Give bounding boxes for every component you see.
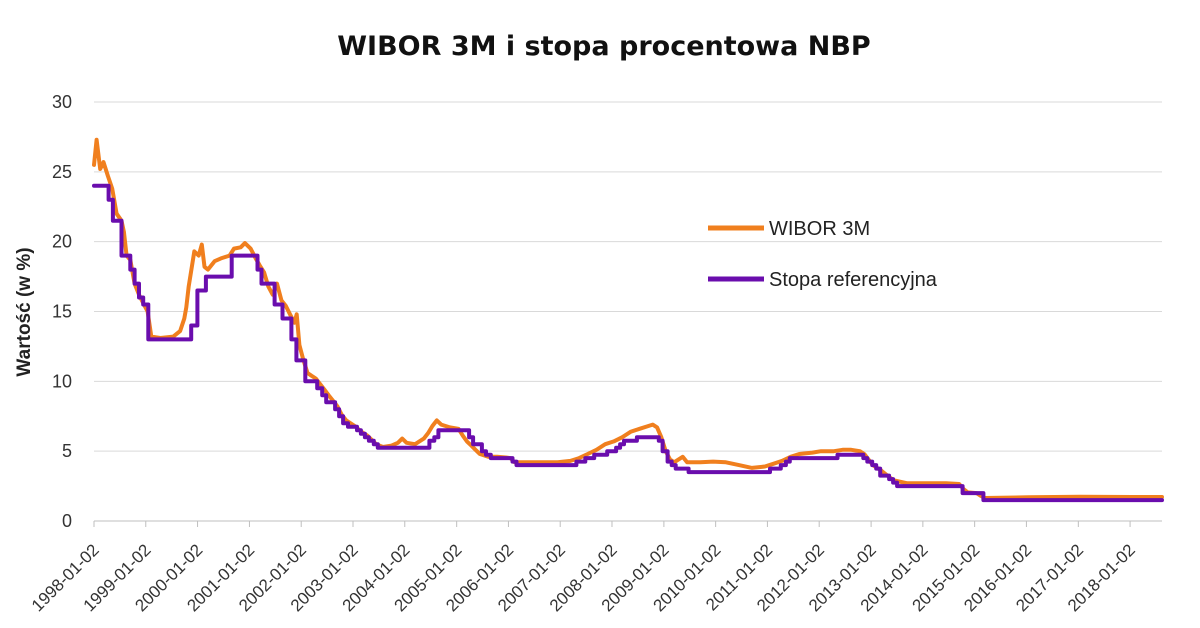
y-tick-label: 30	[52, 92, 72, 112]
y-tick-label: 15	[52, 302, 72, 322]
series-line-2	[92, 183, 1164, 503]
legend: WIBOR 3M Stopa referencyjna	[708, 218, 938, 291]
y-tick-label: 20	[52, 232, 72, 252]
series-lines	[92, 137, 1164, 503]
y-tick-label: 5	[62, 441, 72, 461]
y-axis-label: Wartość (w %)	[14, 247, 35, 376]
legend-label-2: Stopa referencyjna	[769, 269, 938, 291]
chart-title: WIBOR 3M i stopa procentowa NBP	[337, 31, 870, 62]
y-tick-label: 0	[62, 511, 72, 531]
x-tick-labels: 1998-01-021999-01-022000-01-022001-01-02…	[28, 521, 1139, 615]
gridlines	[94, 101, 1162, 522]
y-tick-label: 10	[52, 371, 72, 391]
y-tick-label: 25	[52, 162, 72, 182]
series-line-1	[92, 137, 1164, 500]
legend-label-1: WIBOR 3M	[769, 218, 870, 240]
y-tick-labels: 0 5 10 15 20 25 30	[52, 92, 72, 531]
